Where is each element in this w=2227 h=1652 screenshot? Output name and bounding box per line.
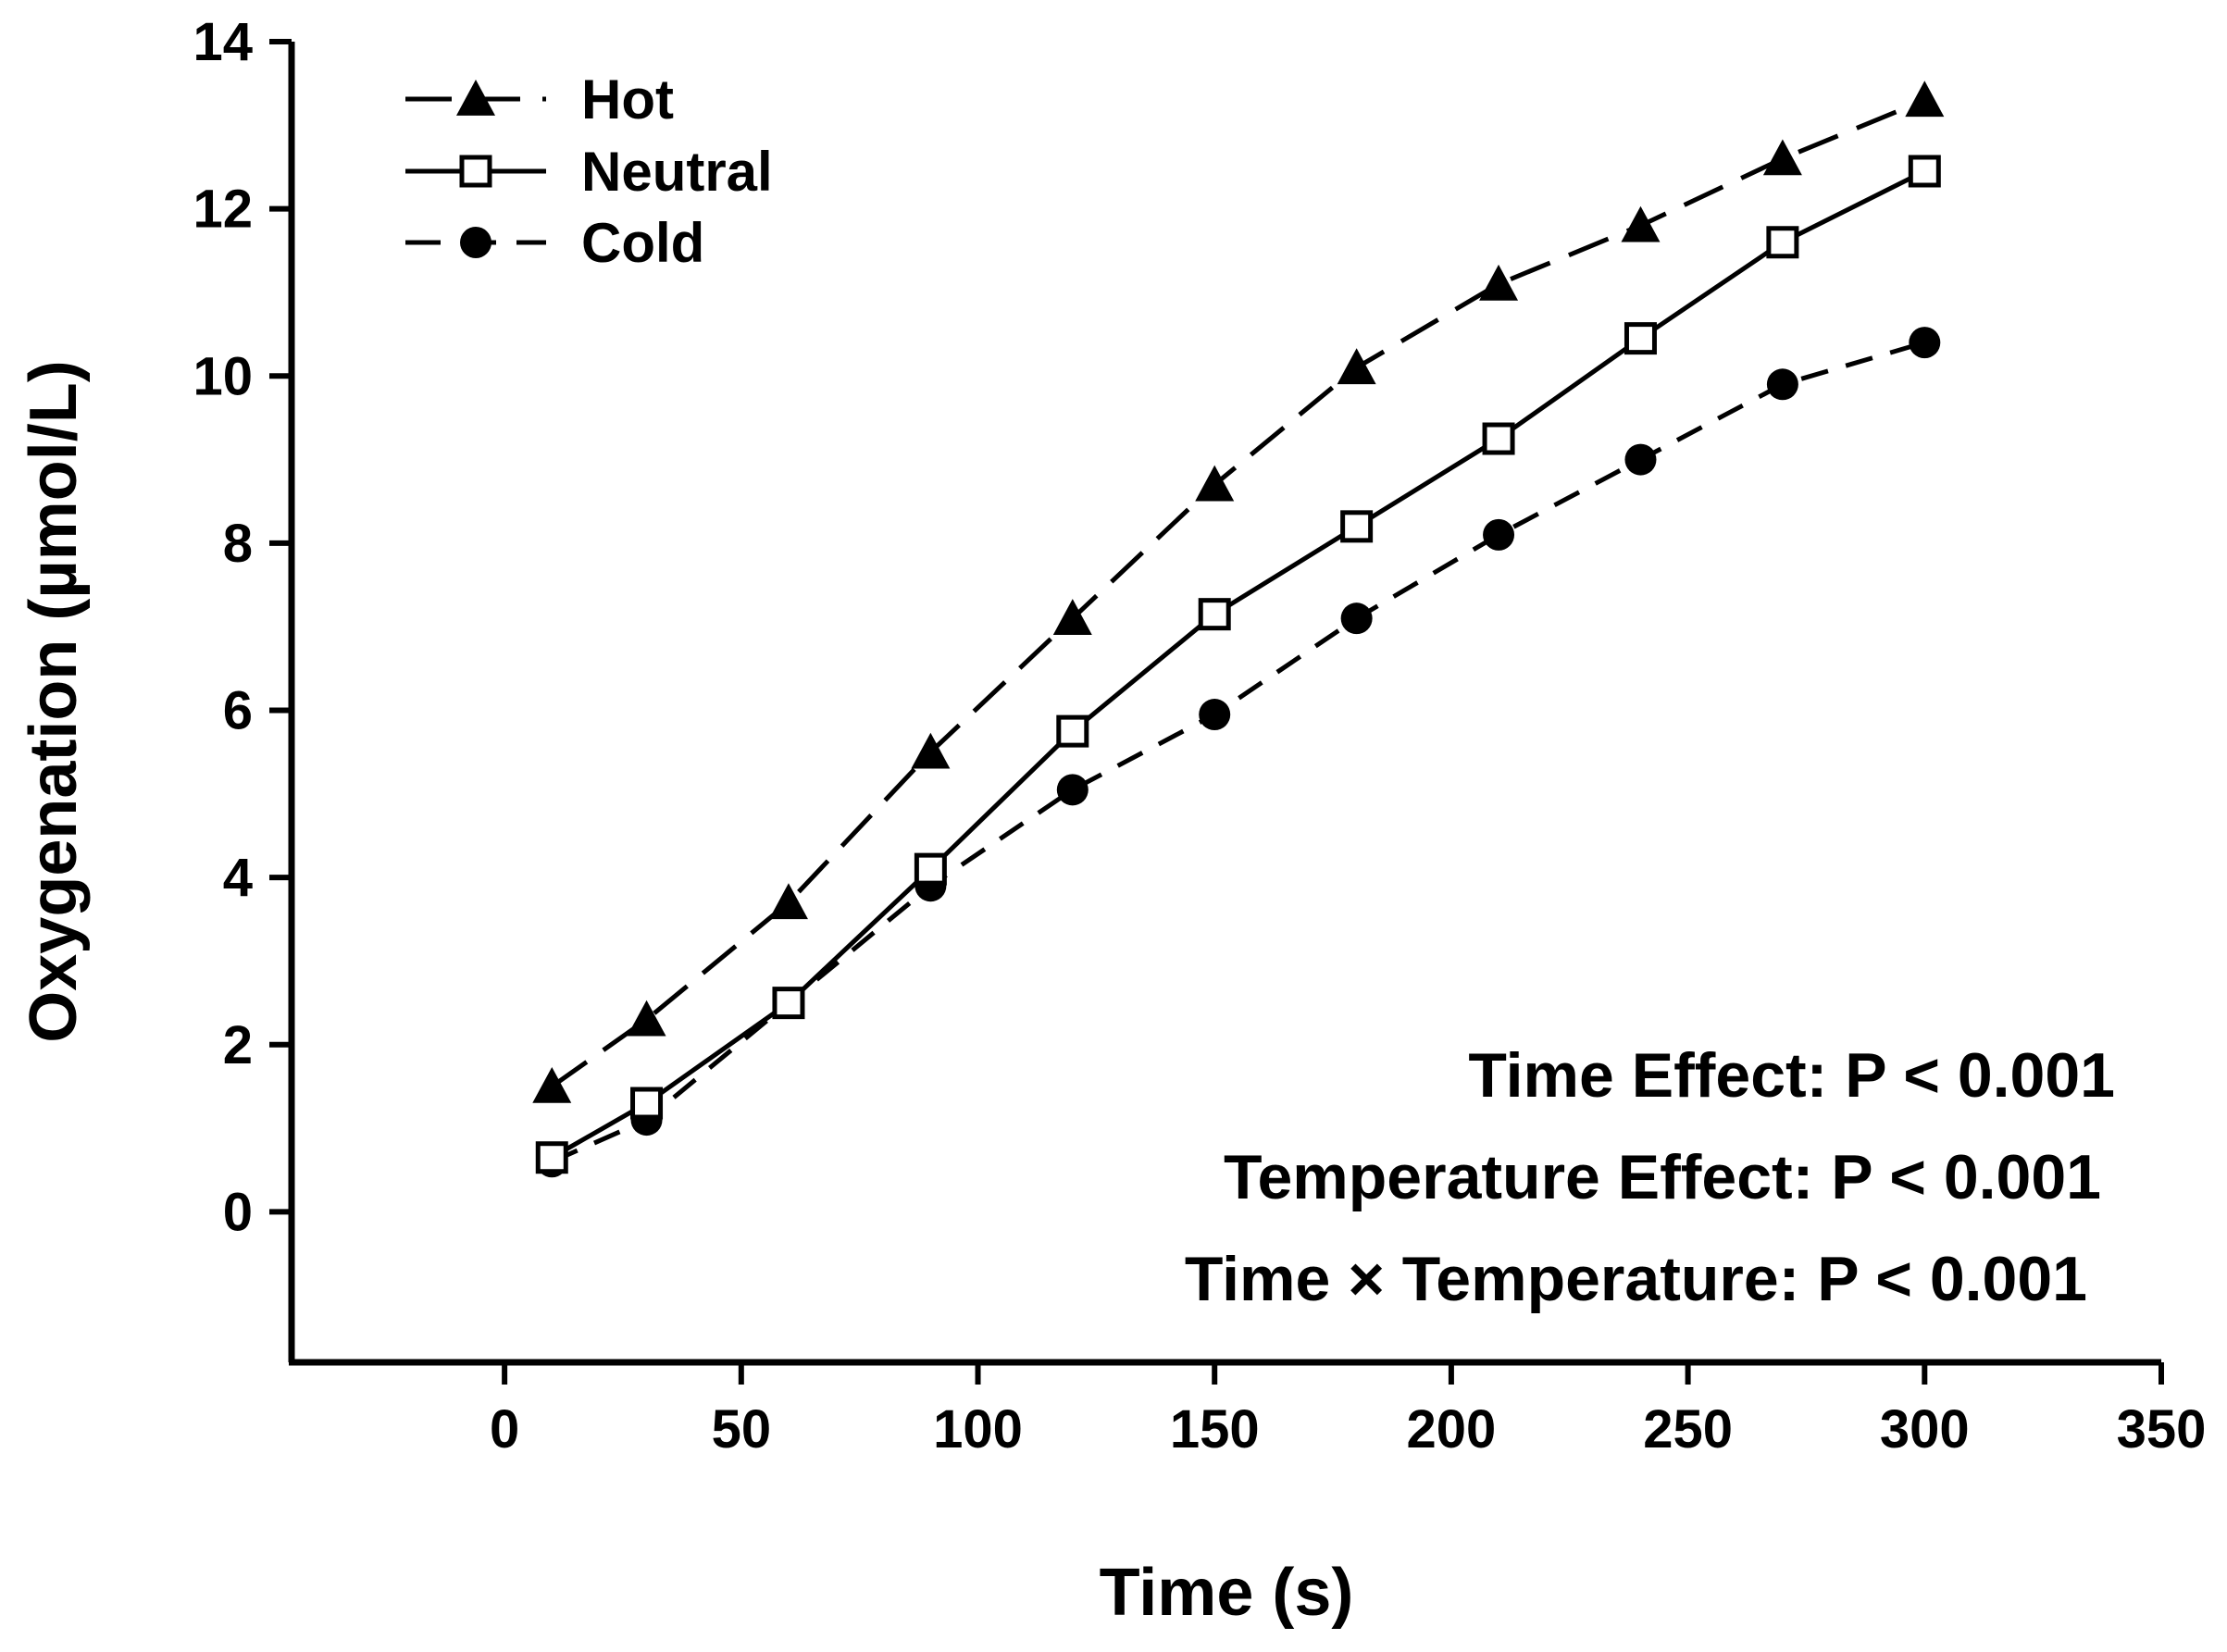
data-point-neutral-30 — [630, 1087, 664, 1120]
y-tick-label-0: 0 — [223, 1182, 253, 1242]
data-point-cold-270 — [1766, 368, 1798, 401]
data-point-hot-180 — [1337, 348, 1376, 385]
axes — [288, 42, 2161, 1366]
series-line-cold — [551, 340, 1926, 1164]
series-line-neutral — [551, 168, 1926, 1160]
legend-marker-hot — [456, 80, 495, 116]
x-tick-label-300: 300 — [1880, 1399, 1970, 1459]
data-point-hot-270 — [1762, 139, 1802, 176]
y-tick-label-12: 12 — [193, 180, 253, 240]
data-point-neutral-60 — [772, 987, 805, 1020]
x-tick-label-350: 350 — [2117, 1399, 2207, 1459]
data-point-cold-210 — [1483, 518, 1515, 551]
annotation-time-effect: Time Effect: P < 0.001 — [1468, 1040, 2115, 1111]
data-point-hot-150 — [1195, 465, 1235, 502]
y-tick-label-6: 6 — [223, 681, 253, 741]
x-tick-label-100: 100 — [933, 1399, 1023, 1459]
legend-label-hot: Hot — [581, 68, 674, 130]
legend-marker-neutral — [459, 155, 492, 188]
x-tick-label-150: 150 — [1170, 1399, 1260, 1459]
data-point-cold-240 — [1624, 443, 1657, 476]
legend: Hot Neutral Cold — [405, 68, 773, 274]
data-point-neutral-120 — [1056, 714, 1089, 748]
data-point-hot-10 — [532, 1066, 572, 1103]
data-point-neutral-210 — [1482, 422, 1515, 455]
legend-item-cold: Cold — [405, 212, 704, 274]
y-tick-label-2: 2 — [223, 1015, 253, 1075]
series-hot — [532, 81, 1945, 1103]
y-tick-label-4: 4 — [223, 848, 253, 908]
x-ticks: 0 50 100 150 200 250 300 350 — [490, 1362, 2206, 1459]
data-point-hot-120 — [1052, 599, 1092, 636]
x-tick-label-0: 0 — [490, 1399, 519, 1459]
series-neutral — [535, 155, 1941, 1174]
data-point-cold-120 — [1056, 774, 1089, 806]
legend-marker-cold — [460, 227, 491, 258]
data-point-cold-150 — [1199, 699, 1231, 731]
y-tick-label-14: 14 — [193, 12, 253, 72]
legend-label-cold: Cold — [581, 212, 704, 274]
annotation-interaction-effect: Time × Temperature: P < 0.001 — [1185, 1244, 2087, 1314]
data-point-cold-180 — [1340, 602, 1373, 635]
data-point-cold-300 — [1909, 327, 1941, 359]
annotation-temperature-effect: Temperature Effect: P < 0.001 — [1224, 1142, 2101, 1212]
data-point-hot-90 — [911, 732, 951, 769]
y-tick-label-8: 8 — [223, 514, 253, 574]
data-point-hot-210 — [1479, 264, 1519, 301]
data-point-neutral-150 — [1198, 598, 1231, 631]
y-axis-title: Oxygenation (µmol/L) — [17, 360, 91, 1043]
legend-item-neutral: Neutral — [405, 141, 773, 203]
data-point-hot-60 — [768, 883, 808, 920]
data-point-hot-300 — [1905, 81, 1945, 118]
data-point-neutral-240 — [1624, 322, 1657, 355]
data-point-neutral-180 — [1340, 510, 1374, 543]
series-line-hot — [550, 97, 1926, 1088]
y-ticks: 0 2 4 6 8 10 12 14 — [193, 12, 292, 1242]
y-tick-label-10: 10 — [193, 346, 253, 406]
x-tick-label-250: 250 — [1643, 1399, 1733, 1459]
x-tick-label-200: 200 — [1407, 1399, 1497, 1459]
data-point-neutral-90 — [914, 852, 947, 886]
x-axis-title: Time (s) — [1100, 1556, 1354, 1630]
x-tick-label-50: 50 — [712, 1399, 772, 1459]
data-point-neutral-10 — [535, 1141, 568, 1174]
data-point-hot-240 — [1621, 205, 1661, 242]
legend-label-neutral: Neutral — [581, 141, 773, 203]
series-layer — [532, 81, 1945, 1178]
data-point-neutral-270 — [1766, 226, 1799, 259]
data-point-hot-30 — [627, 1000, 666, 1037]
legend-item-hot: Hot — [405, 68, 674, 130]
data-point-neutral-300 — [1908, 155, 1941, 188]
